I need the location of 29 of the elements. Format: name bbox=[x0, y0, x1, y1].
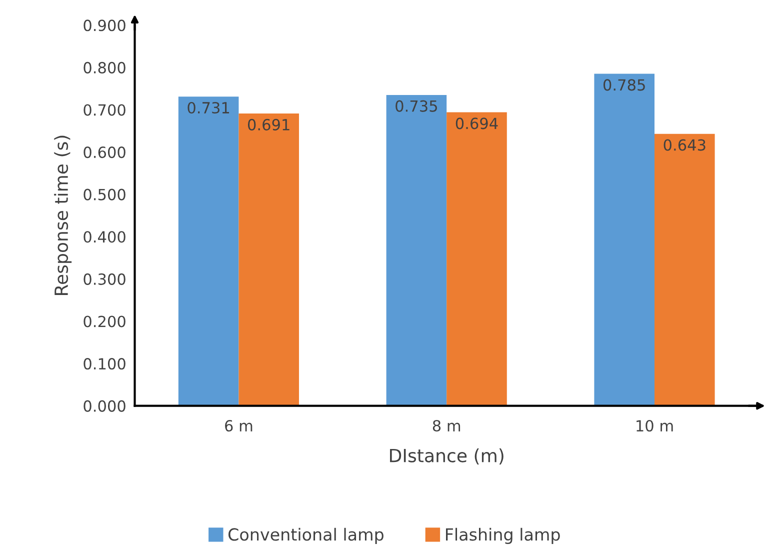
data-label: 0.694 bbox=[456, 118, 498, 130]
data-label: 0.785 bbox=[603, 79, 645, 91]
data-label: 0.731 bbox=[188, 102, 230, 114]
y-tick-label: 0.400 bbox=[84, 231, 126, 243]
y-tick-label: 0.900 bbox=[84, 20, 126, 32]
data-label: 0.735 bbox=[396, 100, 437, 112]
y-tick-label: 0.500 bbox=[84, 188, 126, 200]
y-tick-label: 0.000 bbox=[84, 400, 126, 412]
bar bbox=[594, 74, 654, 406]
x-tick-label: 10 m bbox=[636, 420, 673, 432]
x-axis-title: DIstance (m) bbox=[390, 448, 504, 464]
y-tick-label: 0.600 bbox=[84, 146, 126, 158]
bar bbox=[654, 134, 715, 406]
y-tick-label: 0.300 bbox=[84, 273, 126, 285]
bar bbox=[178, 96, 239, 406]
y-tick-label: 0.200 bbox=[84, 316, 126, 328]
data-label: 0.691 bbox=[248, 118, 290, 130]
legend-label: Flashing lamp bbox=[446, 528, 560, 544]
bar bbox=[386, 94, 447, 406]
x-tick-label: 6 m bbox=[225, 420, 252, 432]
data-label: 0.643 bbox=[664, 139, 706, 151]
y-tick-label: 0.100 bbox=[84, 358, 126, 370]
y-tick-label: 0.800 bbox=[84, 62, 126, 74]
bar bbox=[238, 114, 299, 406]
legend-label: Conventional lamp bbox=[228, 528, 384, 544]
bar bbox=[446, 112, 507, 406]
x-tick-label: 8 m bbox=[432, 420, 460, 432]
y-tick-label: 0.700 bbox=[84, 104, 126, 116]
y-axis-title: Response time (s) bbox=[54, 136, 72, 295]
